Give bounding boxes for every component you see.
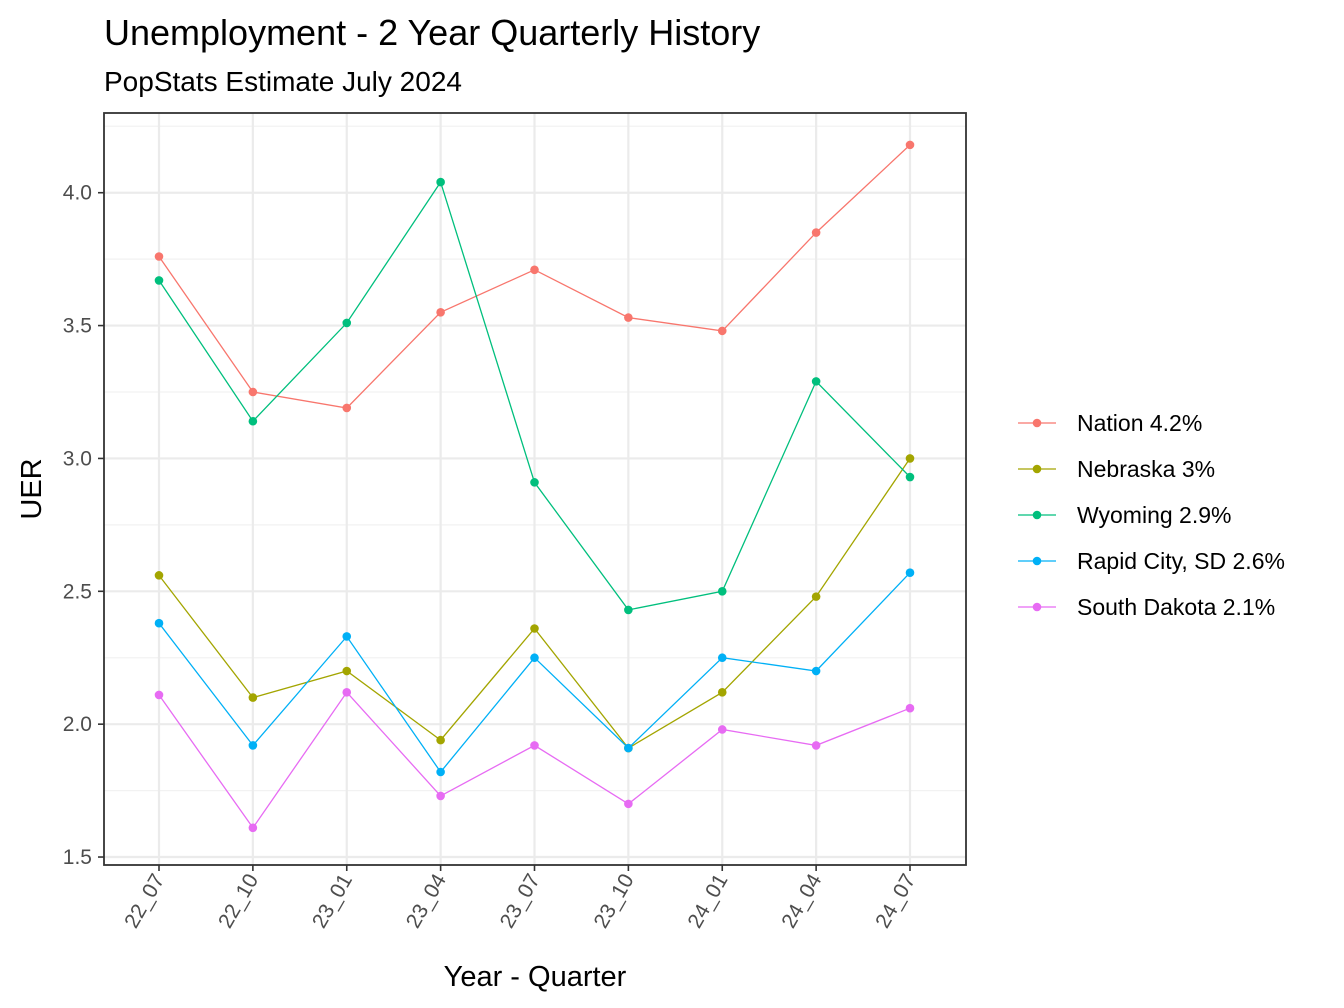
data-point [717, 587, 727, 596]
data-point [811, 741, 821, 750]
data-point [248, 693, 258, 702]
data-point [811, 228, 821, 237]
data-point [342, 632, 352, 641]
data-point [905, 140, 915, 150]
data-point [624, 313, 633, 322]
x-tick-label: 23_04 [402, 870, 451, 932]
y-axis-title: UER [16, 458, 48, 519]
data-point [717, 326, 727, 336]
legend-label: South Dakota 2.1% [1077, 594, 1275, 620]
data-point [905, 454, 915, 463]
data-point [436, 307, 445, 317]
chart-title: Unemployment - 2 Year Quarterly History [104, 12, 760, 53]
data-point [811, 377, 821, 386]
major-gridlines [104, 113, 966, 865]
legend-key-point [1032, 602, 1042, 612]
data-point [436, 791, 445, 801]
data-point [624, 743, 633, 753]
x-tick-label: 24_07 [871, 870, 920, 932]
x-tick-label: 22_10 [214, 870, 263, 932]
data-point [154, 252, 164, 261]
data-point [530, 741, 539, 750]
legend-key-point [1032, 510, 1042, 520]
data-point [905, 472, 915, 482]
data-point [342, 687, 352, 697]
data-point [905, 703, 915, 713]
data-point [436, 177, 445, 187]
series-layer [154, 140, 915, 833]
data-point [154, 618, 164, 628]
y-tick-label: 2.5 [63, 580, 92, 603]
y-tick-label: 2.0 [63, 713, 92, 736]
x-tick-label: 23_01 [308, 870, 357, 932]
data-point [248, 416, 258, 426]
series-0 [154, 140, 915, 413]
data-point [811, 666, 821, 676]
data-point [436, 735, 445, 745]
chart-subtitle: PopStats Estimate July 2024 [104, 66, 462, 97]
data-point [436, 767, 445, 777]
x-tick-label: 23_07 [496, 870, 545, 932]
data-point [154, 276, 164, 285]
x-tick-label: 23_10 [590, 870, 639, 932]
x-axis: 22_07 22_10 23_01 23_04 23_07 23_10 24_01 24_04… [120, 865, 920, 932]
data-point [342, 318, 352, 328]
data-point [717, 687, 727, 697]
x-tick-label: 24_01 [683, 870, 732, 932]
legend-label: Rapid City, SD 2.6% [1077, 548, 1285, 574]
series-3 [154, 568, 915, 777]
data-point [717, 653, 727, 663]
legend-item: Nation 4.2% [1018, 410, 1202, 436]
x-axis-title: Year - Quarter [444, 961, 627, 993]
legend-label: Wyoming 2.9% [1077, 502, 1231, 528]
series-4 [154, 687, 915, 833]
data-point [248, 741, 258, 750]
legend-label: Nebraska 3% [1077, 456, 1215, 482]
data-point [154, 690, 164, 700]
legend-item: South Dakota 2.1% [1018, 594, 1275, 620]
data-point [248, 387, 258, 397]
data-point [624, 799, 633, 809]
legend-key-point [1032, 556, 1042, 566]
data-point [624, 605, 633, 615]
y-tick-label: 4.0 [63, 182, 92, 205]
legend-item: Wyoming 2.9% [1018, 502, 1231, 528]
data-point [248, 823, 258, 833]
data-point [342, 666, 352, 676]
y-tick-label: 3.5 [63, 315, 92, 338]
legend-key-point [1032, 418, 1042, 428]
legend-label: Nation 4.2% [1077, 410, 1202, 436]
data-point [530, 265, 539, 275]
data-point [530, 478, 539, 487]
legend-key-point [1032, 464, 1042, 474]
y-axis: 1.5 2.0 2.5 3.0 3.5 4.0 [63, 182, 104, 869]
data-point [342, 403, 352, 413]
legend: Nation 4.2% Nebraska 3% Wyoming 2.9% Rapid … [1018, 410, 1285, 620]
legend-item: Rapid City, SD 2.6% [1018, 548, 1285, 574]
data-point [154, 571, 164, 580]
legend-item: Nebraska 3% [1018, 456, 1215, 482]
x-tick-label: 24_04 [777, 870, 826, 932]
x-tick-label: 22_07 [120, 870, 169, 932]
y-tick-label: 3.0 [63, 447, 92, 470]
data-point [905, 568, 915, 578]
data-point [530, 624, 539, 633]
data-point [530, 653, 539, 663]
series-2 [154, 177, 915, 615]
data-point [717, 725, 727, 734]
y-tick-label: 1.5 [63, 846, 92, 869]
data-point [811, 592, 821, 601]
